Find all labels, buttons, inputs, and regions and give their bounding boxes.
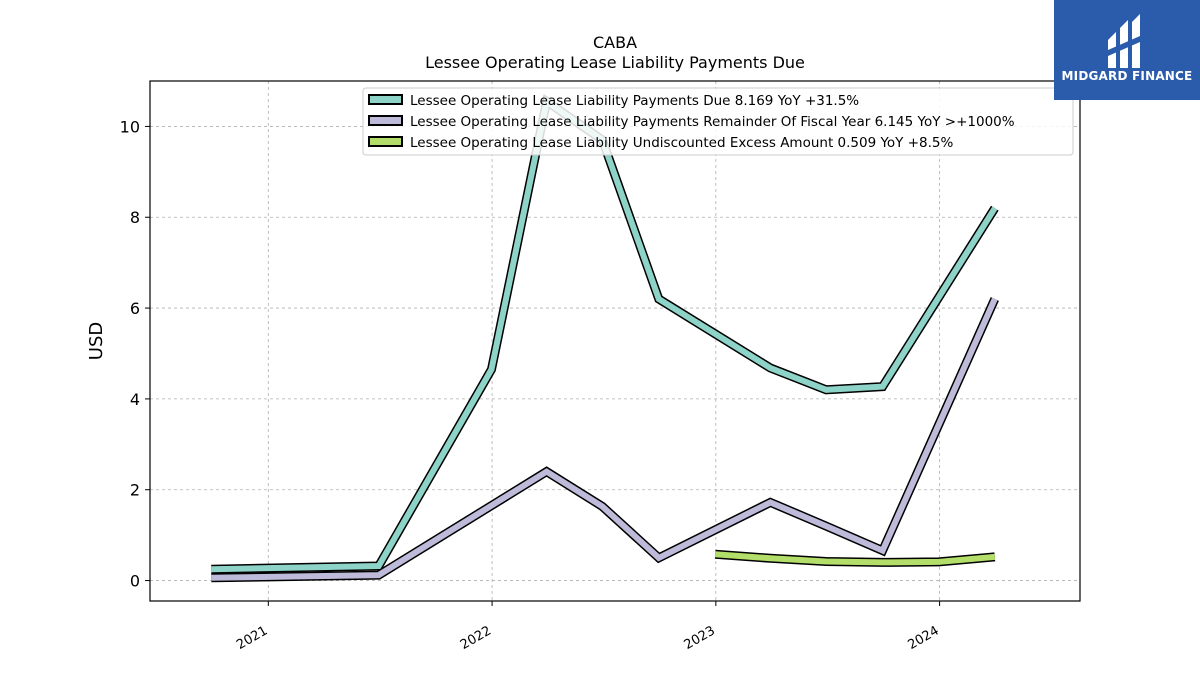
- series-line-outline: [211, 297, 999, 583]
- series-line: [211, 297, 998, 581]
- y-tick-label: 2: [130, 481, 140, 500]
- legend-swatch: [368, 136, 403, 147]
- x-tick-label: 2022: [458, 623, 494, 653]
- y-tick-label: 8: [130, 208, 140, 227]
- y-axis: 0 2 4 6 8 10: [120, 117, 150, 591]
- x-tick-label: 2024: [905, 623, 941, 653]
- legend-label: Lessee Operating Lease Liability Payment…: [410, 114, 1015, 130]
- plot-frame: [149, 80, 1081, 602]
- y-tick-label: 6: [130, 299, 140, 318]
- chart-subtitle: Lessee Operating Lease Liability Payment…: [425, 53, 805, 72]
- y-tick-label: 0: [130, 572, 140, 591]
- legend-box: [362, 87, 1074, 156]
- x-axis: 2021 2022 2023 2024: [234, 601, 942, 653]
- x-tick-label: 2023: [682, 623, 718, 653]
- legend-swatch: [368, 94, 403, 105]
- series-lines: [211, 93, 999, 583]
- y-tick-label: 4: [130, 390, 140, 409]
- legend-label: Lessee Operating Lease Liability Payment…: [410, 93, 859, 109]
- x-tick-label: 2021: [234, 623, 270, 653]
- series-line: [714, 551, 996, 566]
- y-tick-label: 10: [120, 117, 140, 136]
- series-line-outline: [211, 93, 999, 574]
- brand-name: MIDGARD FINANCE: [1061, 69, 1193, 83]
- chart-title: CABA: [593, 33, 637, 52]
- brand-logo: MIDGARD FINANCE: [1054, 0, 1200, 100]
- legend-swatch: [368, 115, 403, 126]
- legend-label: Lessee Operating Lease Liability Undisco…: [410, 135, 954, 151]
- legend: Lessee Operating Lease Liability Payment…: [362, 87, 1074, 156]
- brand-mark-icon: [1108, 14, 1140, 68]
- y-axis-label: USD: [86, 322, 107, 360]
- series-line: [211, 96, 998, 573]
